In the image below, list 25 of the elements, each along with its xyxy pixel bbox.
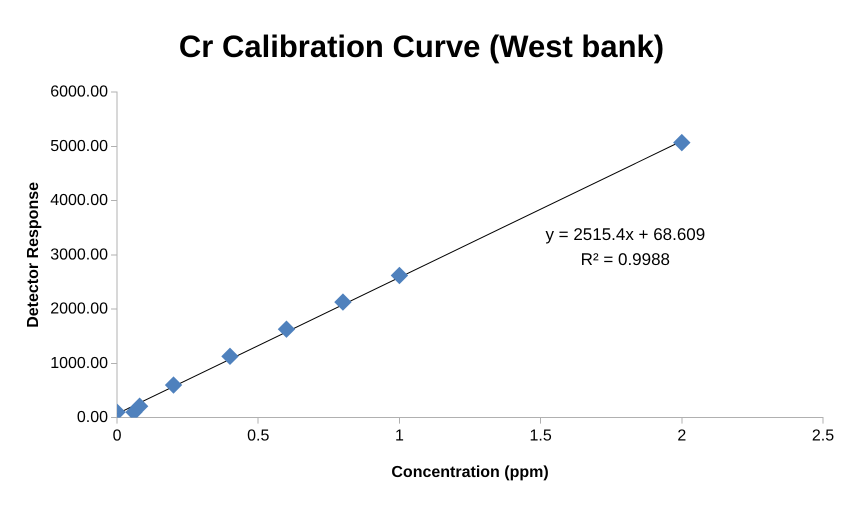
y-tick-label: 4000.00: [50, 192, 108, 210]
point: [334, 294, 352, 311]
annotation: R² = 0.9988: [580, 250, 670, 269]
x-axis-title: Concentration (ppm): [391, 464, 549, 481]
point: [390, 267, 408, 284]
point: [673, 134, 690, 152]
x-tick-label: 1.5: [529, 428, 552, 445]
x-tick-label: 0: [112, 428, 122, 445]
point: [278, 320, 295, 338]
point: [165, 376, 182, 394]
x-tick-label: 2.5: [812, 428, 834, 445]
x-tick-label: 2: [677, 428, 686, 445]
annotation: y = 2515.4x + 68.609: [545, 224, 706, 244]
y-tick-label: 2000.00: [50, 300, 108, 318]
y-tick-label: 5000.00: [50, 138, 108, 155]
x-tick-label: 0.5: [247, 428, 270, 445]
y-tick-label: 6000.00: [50, 84, 108, 101]
point: [131, 398, 148, 415]
y-tick-label: 1000.00: [50, 354, 108, 372]
y-axis-title: Detector Response: [25, 182, 42, 328]
x-tick-label: 1: [394, 428, 404, 445]
chart-title: Cr Calibration Curve (West bank): [178, 29, 664, 64]
y-tick-label: 0.00: [76, 409, 108, 426]
point: [221, 348, 238, 365]
y-tick-label: 3000.00: [50, 246, 108, 264]
